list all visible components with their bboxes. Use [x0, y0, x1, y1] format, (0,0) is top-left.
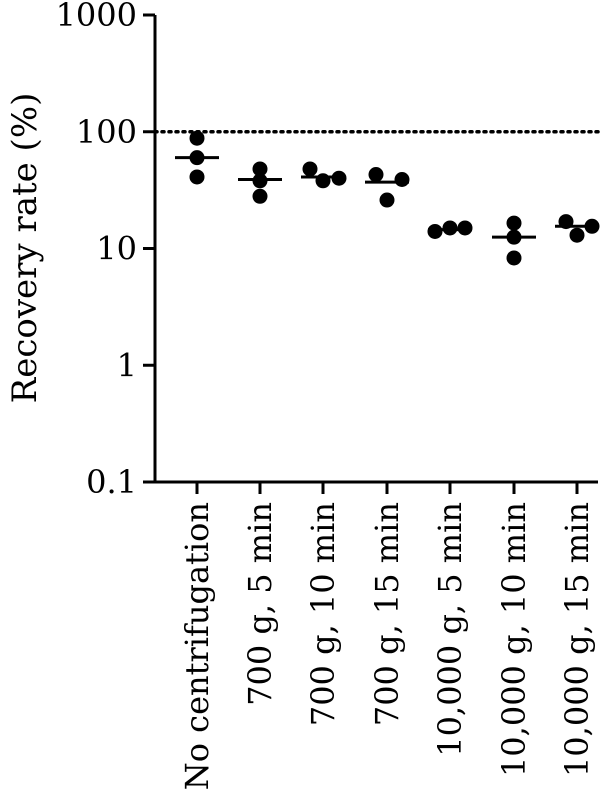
y-tick-label: 1 — [117, 346, 137, 384]
data-point — [584, 218, 600, 234]
x-tick-label: 700 g, 10 min — [304, 502, 342, 726]
data-point — [252, 188, 268, 204]
data-point — [189, 169, 205, 185]
x-tick-label: 10,000 g, 5 min — [431, 502, 469, 757]
data-point — [569, 227, 585, 243]
x-tick-label: No centrifugation — [178, 502, 216, 790]
data-point — [302, 161, 318, 177]
data-point — [331, 170, 347, 186]
category-group — [175, 130, 219, 185]
data-point — [506, 229, 522, 245]
x-tick-label: 10,000 g, 10 min — [495, 502, 533, 777]
x-axis: No centrifugation 700 g, 5 min 700 g, 10 m… — [155, 480, 598, 790]
y-axis: 1000 100 10 1 0.1 — [56, 0, 157, 501]
category-group — [427, 220, 473, 239]
x-tick-label: 700 g, 5 min — [241, 502, 279, 706]
y-tick-label: 100 — [76, 113, 137, 151]
category-group — [301, 161, 347, 189]
data-point — [315, 173, 331, 189]
y-tick-label: 1000 — [56, 0, 137, 34]
data-point — [379, 192, 395, 208]
data-point — [189, 130, 205, 146]
y-tick-label: 10 — [96, 230, 137, 268]
data-point — [394, 171, 410, 187]
category-group — [555, 214, 600, 243]
data-point — [457, 220, 473, 236]
data-point — [189, 150, 205, 166]
data-point — [252, 161, 268, 177]
y-axis-label: Recovery rate (%) — [5, 93, 45, 404]
data-point — [506, 250, 522, 266]
data-point — [427, 223, 443, 239]
data-point — [252, 173, 268, 189]
y-tick-label: 0.1 — [86, 463, 137, 501]
data-point — [442, 220, 458, 236]
data-point — [368, 167, 384, 183]
category-group — [492, 215, 536, 266]
category-group — [238, 161, 282, 204]
x-tick-label: 700 g, 15 min — [368, 502, 406, 726]
data-marks — [175, 130, 600, 266]
x-tick-label: 10,000 g, 15 min — [558, 502, 596, 777]
category-group — [365, 167, 410, 208]
data-point — [558, 214, 574, 230]
data-point — [506, 215, 522, 231]
